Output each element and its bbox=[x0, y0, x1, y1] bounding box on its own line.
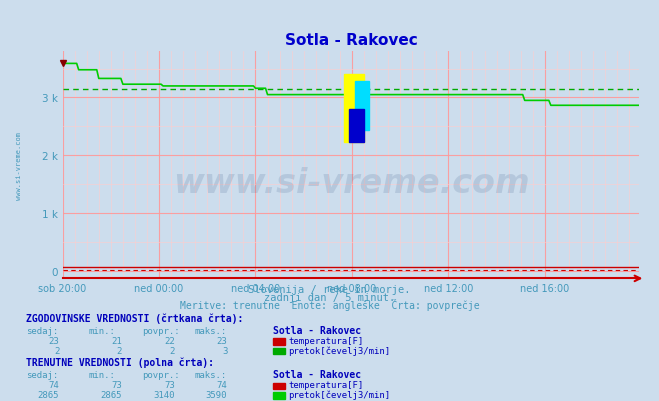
Title: Sotla - Rakovec: Sotla - Rakovec bbox=[285, 33, 417, 48]
Text: pretok[čevelj3/min]: pretok[čevelj3/min] bbox=[288, 389, 390, 399]
Text: min.:: min.: bbox=[89, 326, 116, 335]
Text: maks.:: maks.: bbox=[194, 370, 227, 379]
Text: 2: 2 bbox=[54, 346, 59, 355]
Text: povpr.:: povpr.: bbox=[142, 370, 179, 379]
Text: 74: 74 bbox=[49, 381, 59, 389]
Text: 23: 23 bbox=[217, 336, 227, 345]
Text: 23: 23 bbox=[49, 336, 59, 345]
Text: www.si-vreme.com: www.si-vreme.com bbox=[16, 132, 22, 199]
Text: temperatura[F]: temperatura[F] bbox=[288, 336, 363, 345]
Bar bbox=[349, 110, 364, 143]
Text: 73: 73 bbox=[111, 381, 122, 389]
Text: 2: 2 bbox=[169, 346, 175, 355]
Text: 74: 74 bbox=[217, 381, 227, 389]
Text: min.:: min.: bbox=[89, 370, 116, 379]
Bar bbox=[344, 75, 364, 143]
Text: 21: 21 bbox=[111, 336, 122, 345]
Text: ZGODOVINSKE VREDNOSTI (črtkana črta):: ZGODOVINSKE VREDNOSTI (črtkana črta): bbox=[26, 312, 244, 323]
Text: Slovenija / reke in morje.: Slovenija / reke in morje. bbox=[248, 284, 411, 294]
Text: 73: 73 bbox=[164, 381, 175, 389]
Text: maks.:: maks.: bbox=[194, 326, 227, 335]
Text: pretok[čevelj3/min]: pretok[čevelj3/min] bbox=[288, 345, 390, 355]
Text: 22: 22 bbox=[164, 336, 175, 345]
Text: temperatura[F]: temperatura[F] bbox=[288, 381, 363, 389]
Text: 2865: 2865 bbox=[38, 390, 59, 399]
Text: 3: 3 bbox=[222, 346, 227, 355]
Text: TRENUTNE VREDNOSTI (polna črta):: TRENUTNE VREDNOSTI (polna črta): bbox=[26, 356, 214, 367]
Text: sedaj:: sedaj: bbox=[26, 370, 59, 379]
Text: povpr.:: povpr.: bbox=[142, 326, 179, 335]
Bar bbox=[355, 81, 369, 130]
Text: www.si-vreme.com: www.si-vreme.com bbox=[173, 167, 529, 200]
Text: sedaj:: sedaj: bbox=[26, 326, 59, 335]
Text: 2865: 2865 bbox=[100, 390, 122, 399]
Text: Sotla - Rakovec: Sotla - Rakovec bbox=[273, 325, 362, 335]
Text: Meritve: trenutne  Enote: angleške  Črta: povprečje: Meritve: trenutne Enote: angleške Črta: … bbox=[180, 298, 479, 310]
Text: Sotla - Rakovec: Sotla - Rakovec bbox=[273, 369, 362, 379]
Text: zadnji dan / 5 minut.: zadnji dan / 5 minut. bbox=[264, 292, 395, 302]
Text: 3140: 3140 bbox=[153, 390, 175, 399]
Text: 3590: 3590 bbox=[206, 390, 227, 399]
Text: 2: 2 bbox=[117, 346, 122, 355]
